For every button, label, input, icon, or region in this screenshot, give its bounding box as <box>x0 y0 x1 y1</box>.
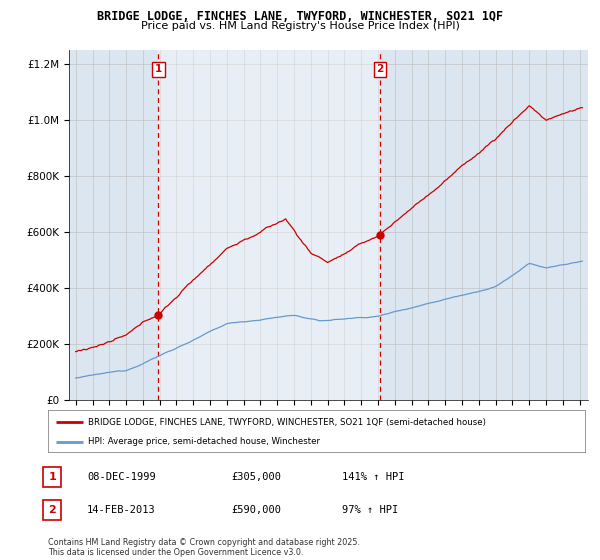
Text: 141% ↑ HPI: 141% ↑ HPI <box>342 472 404 482</box>
Bar <box>158 50 380 400</box>
Text: Price paid vs. HM Land Registry's House Price Index (HPI): Price paid vs. HM Land Registry's House … <box>140 21 460 31</box>
Text: 97% ↑ HPI: 97% ↑ HPI <box>342 505 398 515</box>
Text: 2: 2 <box>49 505 56 515</box>
Text: £305,000: £305,000 <box>231 472 281 482</box>
Text: BRIDGE LODGE, FINCHES LANE, TWYFORD, WINCHESTER, SO21 1QF: BRIDGE LODGE, FINCHES LANE, TWYFORD, WIN… <box>97 10 503 22</box>
Text: 1: 1 <box>155 64 162 74</box>
Text: £590,000: £590,000 <box>231 505 281 515</box>
Text: 1: 1 <box>49 472 56 482</box>
Text: BRIDGE LODGE, FINCHES LANE, TWYFORD, WINCHESTER, SO21 1QF (semi-detached house): BRIDGE LODGE, FINCHES LANE, TWYFORD, WIN… <box>88 418 486 427</box>
Text: 2: 2 <box>376 64 383 74</box>
Text: HPI: Average price, semi-detached house, Winchester: HPI: Average price, semi-detached house,… <box>88 437 320 446</box>
Text: 14-FEB-2013: 14-FEB-2013 <box>87 505 156 515</box>
Text: 08-DEC-1999: 08-DEC-1999 <box>87 472 156 482</box>
Text: Contains HM Land Registry data © Crown copyright and database right 2025.
This d: Contains HM Land Registry data © Crown c… <box>48 538 360 557</box>
